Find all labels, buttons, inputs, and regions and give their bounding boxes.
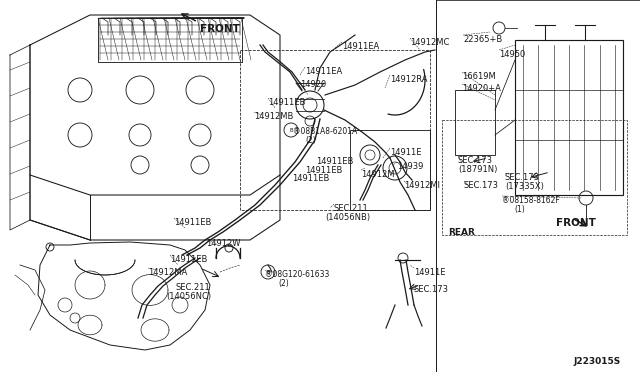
Text: SEC.173: SEC.173 (464, 181, 499, 190)
Text: (1): (1) (514, 205, 525, 214)
Text: SEC.173: SEC.173 (414, 285, 449, 294)
Text: 14911EB: 14911EB (305, 166, 342, 175)
Text: 14911EB: 14911EB (268, 98, 305, 107)
Text: 14911EA: 14911EA (342, 42, 380, 51)
Text: B: B (289, 128, 293, 132)
Text: FRONT: FRONT (556, 218, 596, 228)
Text: 14912W: 14912W (206, 239, 241, 248)
Text: FRONT: FRONT (200, 24, 240, 34)
Text: 14912MC: 14912MC (410, 38, 449, 47)
Text: 14912MA: 14912MA (148, 268, 188, 277)
Text: (18791N): (18791N) (458, 165, 497, 174)
Text: SEC.211: SEC.211 (334, 204, 369, 213)
Text: SEC.173: SEC.173 (458, 156, 493, 165)
Bar (240, 50, 430, 210)
Bar (515, 40, 623, 195)
Text: (2): (2) (305, 136, 316, 145)
Text: 14912RA: 14912RA (390, 75, 428, 84)
Text: 14912MB: 14912MB (254, 112, 293, 121)
Text: (14056NB): (14056NB) (325, 213, 370, 222)
Text: 14911EB: 14911EB (292, 174, 330, 183)
Text: 14912M: 14912M (361, 170, 394, 179)
Text: 14911E: 14911E (414, 268, 445, 277)
Bar (442, 120, 627, 235)
Text: 22365+B: 22365+B (463, 35, 502, 44)
Text: 14912MI: 14912MI (404, 181, 440, 190)
Text: 14920+A: 14920+A (462, 84, 501, 93)
Text: (14056NC): (14056NC) (166, 292, 211, 301)
Text: 14939: 14939 (397, 162, 424, 171)
Text: 14911E: 14911E (390, 148, 422, 157)
Text: SEC.211: SEC.211 (175, 283, 210, 292)
Text: 14911EA: 14911EA (305, 67, 342, 76)
Text: 14911EB: 14911EB (316, 157, 353, 166)
Text: 14950: 14950 (499, 50, 525, 59)
Text: SEC.173: SEC.173 (505, 173, 540, 182)
Text: 14911EB: 14911EB (174, 218, 211, 227)
Text: J223015S: J223015S (573, 357, 620, 366)
Text: ®08B1A8-6201A: ®08B1A8-6201A (293, 127, 357, 136)
Text: REAR: REAR (448, 228, 475, 237)
Text: B: B (266, 269, 270, 275)
Bar (350, 130, 430, 210)
Text: (17335X): (17335X) (505, 182, 544, 191)
Text: ®08158-8162F: ®08158-8162F (502, 196, 560, 205)
Text: 14920: 14920 (300, 80, 326, 89)
Bar (436, 0, 640, 372)
Text: ®08G120-61633: ®08G120-61633 (265, 270, 330, 279)
Text: (2): (2) (278, 279, 289, 288)
Text: 14911EB: 14911EB (170, 255, 207, 264)
Text: 16619M: 16619M (462, 72, 496, 81)
Bar (455, 90, 495, 155)
